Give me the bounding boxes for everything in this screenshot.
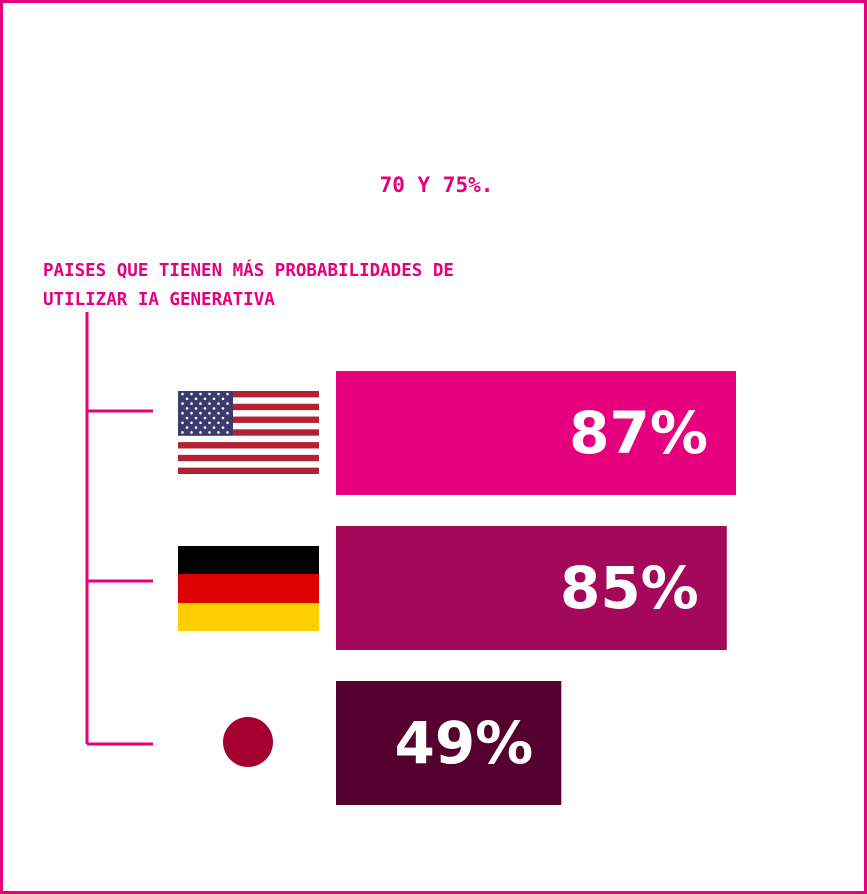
bar-value-label-japan: 49% xyxy=(394,709,533,777)
bar-us xyxy=(336,371,736,495)
chart-title-line-1: PAISES QUE TIENEN MÁS PROBABILIDADES DE xyxy=(43,261,454,281)
chart-title: PAISES QUE TIENEN MÁS PROBABILIDADES DE … xyxy=(43,257,563,315)
bracket-connector xyxy=(85,312,153,746)
top-note: 70 Y 75%. xyxy=(379,173,494,197)
bar-value-label-germany: 85% xyxy=(560,554,699,622)
bars-group: 87% 85% 49% xyxy=(336,371,736,805)
bar-japan xyxy=(336,681,562,805)
bar-value-label-us: 87% xyxy=(569,399,708,467)
bar-germany xyxy=(336,526,727,650)
us-flag-icon xyxy=(178,391,319,474)
chart-title-line-2: UTILIZAR IA GENERATIVA xyxy=(43,290,275,310)
germany-flag-icon xyxy=(178,546,319,631)
japan-flag-icon xyxy=(223,717,273,767)
